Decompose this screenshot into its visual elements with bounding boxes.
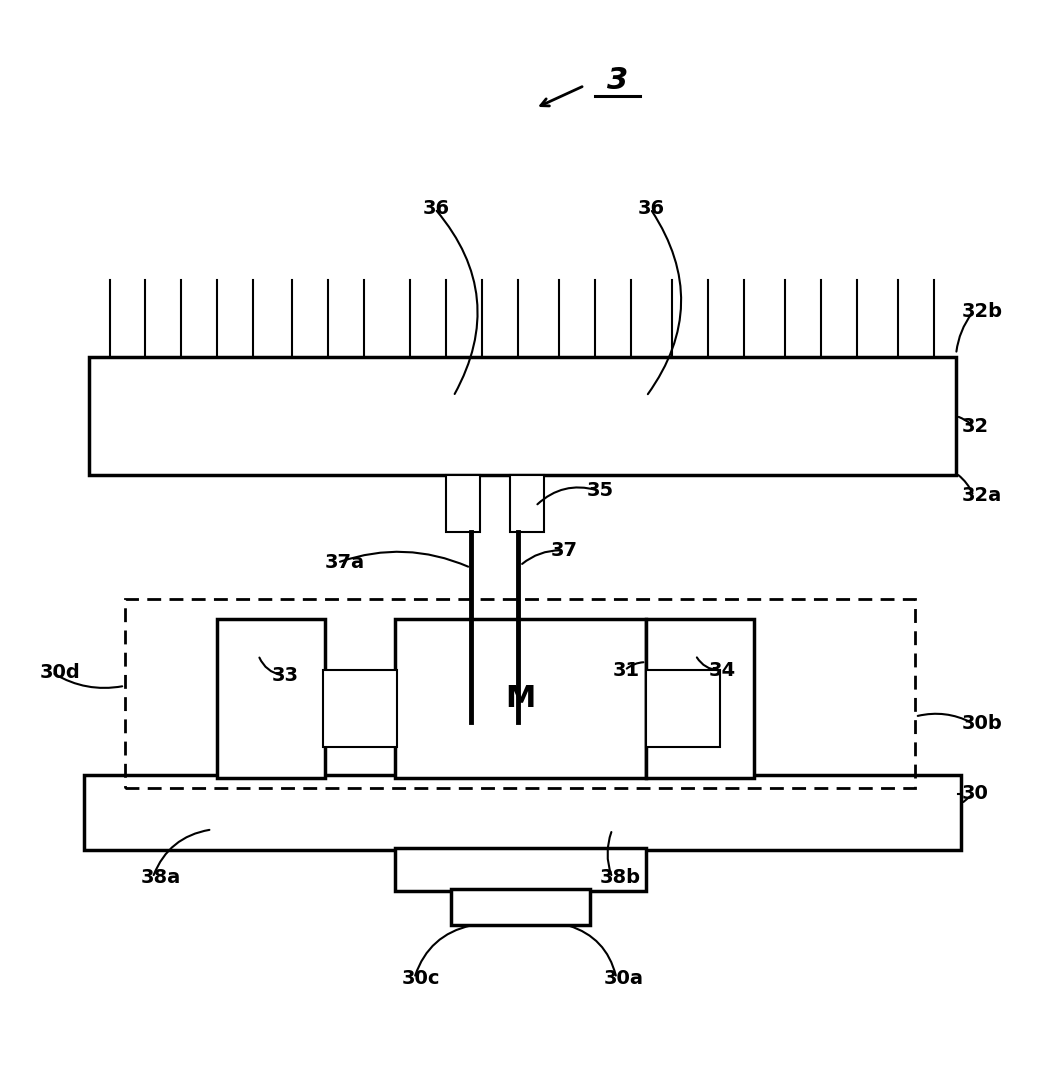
Bar	[646, 619, 754, 779]
Text: 30a: 30a	[604, 969, 644, 988]
Text: 30d: 30d	[40, 663, 80, 682]
Bar	[125, 598, 915, 788]
Text: 38b: 38b	[600, 868, 641, 887]
Bar	[395, 847, 646, 891]
Text: 34: 34	[709, 661, 736, 680]
Text: 32: 32	[961, 417, 988, 436]
Text: 36: 36	[422, 199, 449, 218]
Text: 3: 3	[607, 66, 628, 95]
Text: 33: 33	[271, 666, 298, 685]
Text: 30c: 30c	[402, 969, 441, 988]
Text: 30: 30	[961, 784, 988, 803]
Text: 30b: 30b	[961, 714, 1002, 734]
Bar	[451, 889, 590, 925]
Text: 36: 36	[638, 199, 666, 218]
Text: 35: 35	[587, 481, 614, 500]
Bar	[510, 476, 544, 532]
Text: 32a: 32a	[961, 487, 1002, 506]
Bar	[89, 358, 956, 476]
Bar	[395, 619, 646, 779]
Text: 37: 37	[551, 541, 578, 560]
Bar	[646, 670, 720, 748]
Bar	[217, 619, 326, 779]
Text: 38a: 38a	[140, 868, 181, 887]
Bar	[323, 670, 397, 748]
Text: M: M	[505, 684, 536, 713]
Text: 37a: 37a	[326, 553, 365, 572]
Bar	[446, 476, 480, 532]
Text: 31: 31	[613, 661, 640, 680]
Bar	[84, 775, 961, 850]
Text: 32b: 32b	[961, 302, 1003, 321]
